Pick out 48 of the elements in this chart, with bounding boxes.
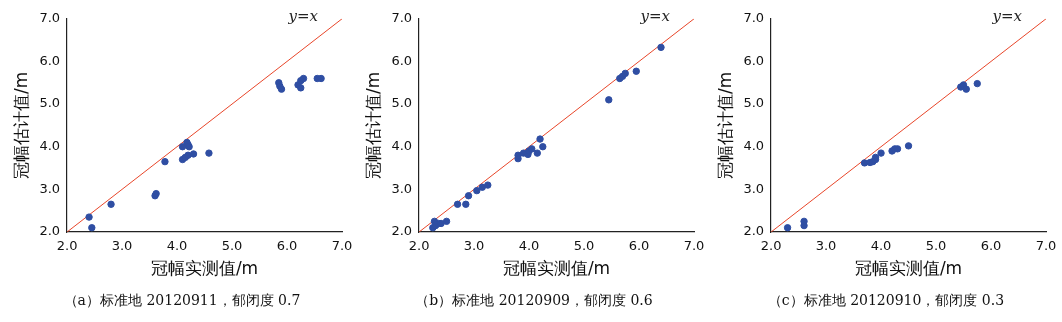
x-tick-label: 4.0 [518,238,540,254]
text: （a）标准地 20120911，郁闭度 0.7 [63,292,301,310]
y-tick-label: 3.0 [39,180,61,196]
y-tick-label: 7.0 [743,10,765,26]
x-tick-label: 7.0 [683,238,705,254]
x-axis-title: 冠幅实测值/m [150,258,259,279]
y-tick-label: 2.0 [391,223,413,239]
x-tick-label: 5.0 [221,238,243,254]
x-tick-label: 6.0 [276,238,298,254]
x-tick-label: 2.0 [56,238,78,254]
x-axis-title: 冠幅实测值/m [854,258,963,279]
x-tick-label: 3.0 [815,238,837,254]
y-tick-label: 5.0 [39,95,61,111]
x-tick-label: 7.0 [331,238,353,254]
text: （c）标准地 20120910，郁闭度 0.3 [767,292,1005,310]
y-tick-label: 3.0 [391,180,413,196]
y-axis-title: 冠幅估计值/m [714,71,735,180]
x-tick-label: 4.0 [166,238,188,254]
y-tick-label: 4.0 [743,138,765,154]
y-tick-label: 5.0 [743,95,765,111]
x-tick-label: 3.0 [111,238,133,254]
y-tick-label: 4.0 [391,138,413,154]
annotation: y=x [639,7,671,26]
annotation: y=x [287,7,319,26]
x-tick-label: 5.0 [573,238,595,254]
x-tick-label: 2.0 [408,238,430,254]
x-tick-label: 3.0 [463,238,485,254]
y-tick-label: 6.0 [391,52,413,68]
x-axis-title: 冠幅实测值/m [502,258,611,279]
x-tick-label: 6.0 [628,238,650,254]
y-tick-label: 6.0 [39,52,61,68]
x-tick-label: 7.0 [1035,238,1057,254]
x-tick-label: 5.0 [925,238,947,254]
y-tick-label: 3.0 [743,180,765,196]
y-tick-label: 2.0 [39,223,61,239]
text: （b）标准地 20120909，郁闭度 0.6 [415,292,653,310]
y-tick-label: 7.0 [391,10,413,26]
x-tick-label: 2.0 [760,238,782,254]
y-tick-label: 7.0 [39,10,61,26]
y-tick-label: 4.0 [39,138,61,154]
x-tick-label: 6.0 [980,238,1002,254]
annotation: y=x [991,7,1023,26]
y-tick-label: 2.0 [743,223,765,239]
y-tick-label: 6.0 [743,52,765,68]
y-tick-label: 5.0 [391,95,413,111]
x-tick-label: 4.0 [870,238,892,254]
y-axis-title: 冠幅估计值/m [362,71,383,180]
y-axis-title: 冠幅估计值/m [10,71,31,180]
